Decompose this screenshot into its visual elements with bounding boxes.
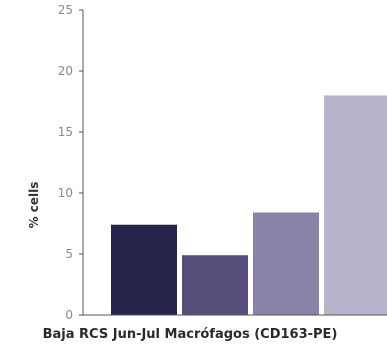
- y-axis-title: % cells: [27, 182, 41, 229]
- y-tick-label: 0: [65, 308, 73, 322]
- y-tick-label: 10: [58, 186, 73, 200]
- y-tick-label: 15: [58, 125, 73, 139]
- bar-1: [111, 224, 177, 315]
- bar-2: [182, 255, 248, 315]
- bars-group: [111, 95, 387, 316]
- bar-3: [253, 212, 319, 315]
- y-axis-ticks: 0 5 10 15 20 25: [58, 3, 83, 322]
- y-tick-label: 20: [58, 64, 73, 78]
- y-tick-label: 25: [58, 3, 73, 17]
- chart-title: Baja RCS Jun-Jul Macrófagos (CD163-PE): [43, 327, 338, 342]
- y-tick-label: 5: [65, 247, 73, 261]
- bar-4: [324, 95, 387, 316]
